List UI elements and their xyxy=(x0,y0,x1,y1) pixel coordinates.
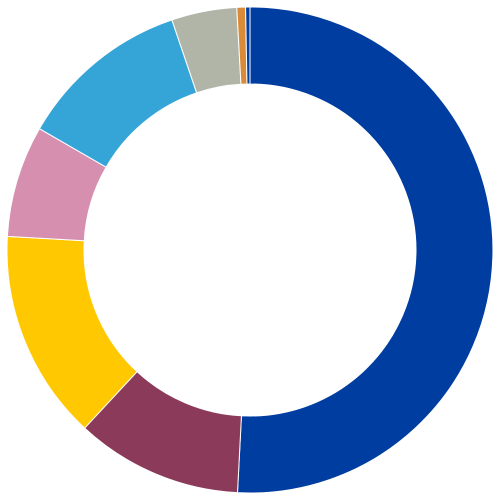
donut-slice-8 xyxy=(245,6,251,85)
donut-slice-1 xyxy=(236,6,494,494)
